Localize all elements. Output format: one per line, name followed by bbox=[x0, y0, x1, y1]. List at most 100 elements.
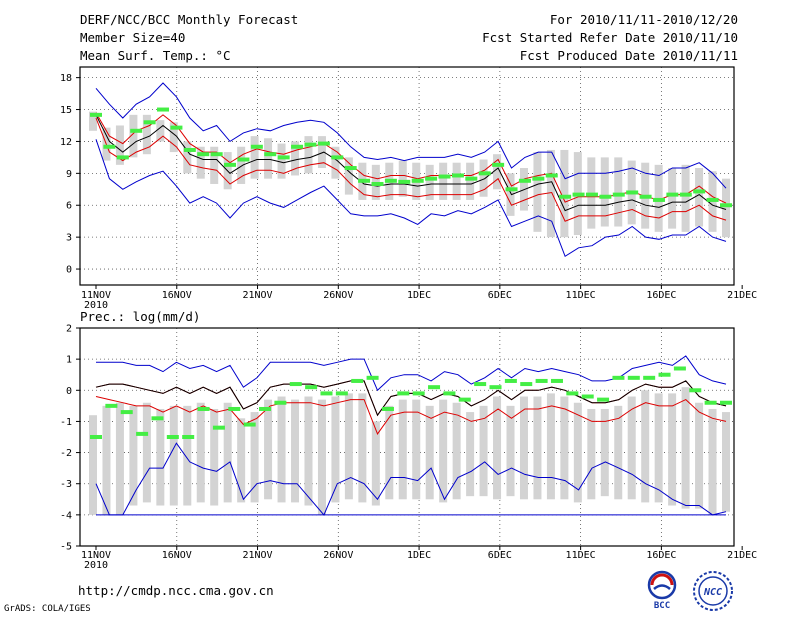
spread-box bbox=[169, 122, 178, 153]
spread-box bbox=[129, 114, 138, 158]
observed-marker bbox=[384, 178, 397, 183]
observed-marker bbox=[305, 385, 318, 390]
spread-box bbox=[223, 402, 232, 503]
observed-marker bbox=[274, 400, 287, 405]
observed-marker bbox=[105, 403, 118, 408]
spread-box bbox=[183, 141, 192, 174]
bcc-logo-wave bbox=[653, 584, 671, 590]
ncc-logo-text: NCC bbox=[703, 587, 722, 598]
observed-marker bbox=[599, 194, 612, 199]
observed-marker bbox=[478, 171, 491, 176]
observed-marker bbox=[335, 391, 348, 396]
spread-box bbox=[493, 154, 502, 190]
observed-marker bbox=[643, 375, 656, 380]
member-size: Member Size=40 bbox=[80, 30, 186, 45]
observed-marker bbox=[627, 375, 640, 380]
observed-marker bbox=[438, 174, 451, 179]
x-tick-label: 21DEC bbox=[727, 290, 757, 301]
spread-box bbox=[317, 136, 326, 169]
spread-box bbox=[614, 405, 623, 500]
variable-label: Mean Surf. Temp.: °C bbox=[80, 48, 231, 63]
observed-marker bbox=[458, 397, 471, 402]
observed-marker bbox=[259, 406, 272, 411]
spread-box bbox=[277, 396, 286, 503]
observed-marker bbox=[120, 410, 133, 415]
spread-box bbox=[722, 412, 730, 512]
y-tick-label: 2 bbox=[66, 324, 72, 335]
observed-marker bbox=[228, 406, 241, 411]
spread-box bbox=[452, 162, 461, 200]
spread-box bbox=[641, 390, 650, 503]
x-tick-label: 11NOV bbox=[81, 290, 111, 301]
spread-box bbox=[142, 114, 151, 155]
lower-sigma-line bbox=[95, 117, 727, 222]
observed-marker bbox=[492, 162, 505, 167]
spread-box bbox=[344, 157, 353, 195]
spread-box bbox=[331, 146, 340, 179]
spread-box bbox=[210, 146, 219, 184]
spread-box bbox=[600, 157, 609, 227]
observed-marker bbox=[612, 375, 625, 380]
observed-marker bbox=[412, 391, 425, 396]
spread-box bbox=[304, 136, 313, 174]
observed-marker bbox=[289, 382, 302, 387]
observed-marker bbox=[182, 435, 195, 439]
spread-box bbox=[681, 387, 690, 509]
observed-marker bbox=[585, 192, 598, 197]
observed-marker bbox=[170, 125, 183, 130]
spread-box bbox=[479, 405, 488, 497]
observed-marker bbox=[157, 107, 170, 112]
observed-marker bbox=[658, 372, 671, 377]
spread-box bbox=[533, 152, 542, 232]
spread-box bbox=[708, 408, 717, 515]
temperature-panel: 0 3 6 9 12 15 18 11NOV 16NOV 21NOV 26NOV 1DEC 6DEC 11… bbox=[60, 66, 757, 311]
observed-marker bbox=[237, 157, 250, 162]
observed-marker bbox=[136, 431, 149, 436]
source-url[interactable]: http://cmdp.ncc.cma.gov.cn bbox=[78, 583, 274, 598]
y-tick-label: 9 bbox=[66, 169, 72, 180]
observed-marker bbox=[411, 178, 424, 183]
bcc-logo-arc bbox=[650, 573, 674, 586]
observed-marker bbox=[344, 166, 357, 171]
spread-box bbox=[250, 412, 259, 503]
max-line bbox=[96, 355, 727, 392]
panel-subtitle: Prec.: log(mm/d) bbox=[80, 309, 200, 324]
observed-marker bbox=[689, 388, 702, 393]
observed-marker bbox=[397, 391, 410, 396]
observed-marker bbox=[143, 120, 156, 125]
ncc-logo: NCC bbox=[693, 571, 733, 611]
x-tick-label: 6DEC bbox=[488, 290, 512, 301]
observed-marker bbox=[706, 197, 719, 202]
observed-marker bbox=[151, 416, 164, 421]
observed-marker bbox=[505, 187, 518, 192]
observed-marker bbox=[371, 181, 384, 186]
observed-marker bbox=[535, 378, 548, 383]
bcc-logo-text: BCC bbox=[654, 601, 670, 610]
spread-box bbox=[681, 164, 690, 232]
y-tick-label: -3 bbox=[60, 479, 72, 490]
spread-box bbox=[546, 149, 555, 238]
observed-marker bbox=[720, 400, 732, 405]
observed-marker bbox=[666, 192, 679, 197]
spread-box bbox=[264, 399, 273, 500]
observed-marker bbox=[381, 406, 394, 411]
y-tick-label: 0 bbox=[66, 265, 72, 276]
spread-box bbox=[237, 418, 246, 503]
spread-box bbox=[277, 143, 286, 179]
y-tick-label: 3 bbox=[66, 233, 72, 244]
y-tick-label: 12 bbox=[60, 137, 72, 148]
observed-marker bbox=[291, 144, 304, 149]
spread-box bbox=[546, 393, 555, 500]
y-tick-label: 0 bbox=[66, 386, 72, 397]
observed-marker bbox=[626, 190, 639, 195]
spread-box bbox=[722, 178, 730, 238]
min-line bbox=[95, 442, 727, 516]
spread-box bbox=[291, 399, 300, 503]
spread-box bbox=[371, 421, 380, 506]
x-tick-label: 21NOV bbox=[242, 550, 272, 561]
spread-box bbox=[412, 399, 421, 500]
observed-marker bbox=[197, 152, 210, 157]
y-tick-label: -2 bbox=[60, 448, 72, 459]
observed-marker bbox=[597, 397, 610, 402]
spread-box bbox=[115, 125, 124, 165]
